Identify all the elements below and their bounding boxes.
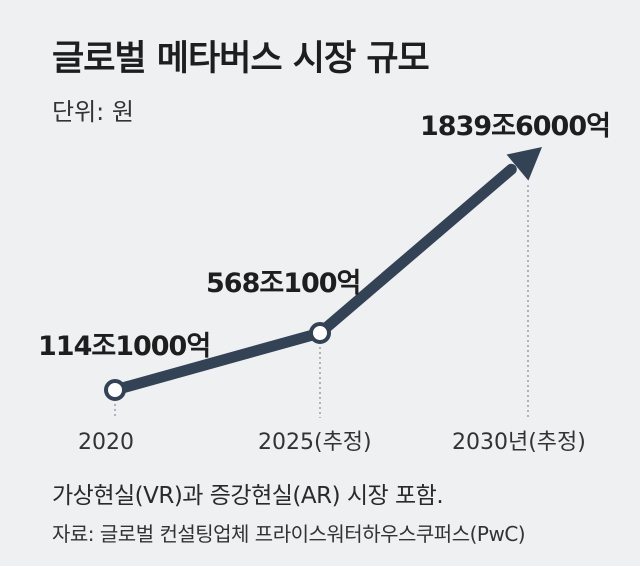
chart-title: 글로벌 메타버스 시장 규모 — [52, 39, 430, 79]
unit-label: 단위: 원 — [52, 98, 134, 126]
series-segment-0 — [109, 327, 326, 396]
value-label-2: 1839조6000억 — [420, 111, 610, 142]
x-tick-label-1: 2025(추정) — [258, 430, 372, 455]
arrowhead-icon — [506, 147, 542, 181]
footnote: 가상현실(VR)과 증강현실(AR) 시장 포함. — [52, 483, 444, 509]
value-label-1: 568조100억 — [206, 268, 360, 299]
x-tick-label-2: 2030년(추정) — [452, 430, 586, 455]
x-tick-label-0: 2020 — [78, 430, 134, 455]
data-point-1 — [309, 322, 331, 344]
source-note: 자료: 글로벌 컨설팅업체 프라이스워터하우스쿠퍼스(PwC) — [52, 522, 526, 546]
value-label-0: 114조1000억 — [38, 331, 210, 362]
data-point-0 — [104, 379, 126, 401]
series-segment-1 — [314, 163, 517, 339]
